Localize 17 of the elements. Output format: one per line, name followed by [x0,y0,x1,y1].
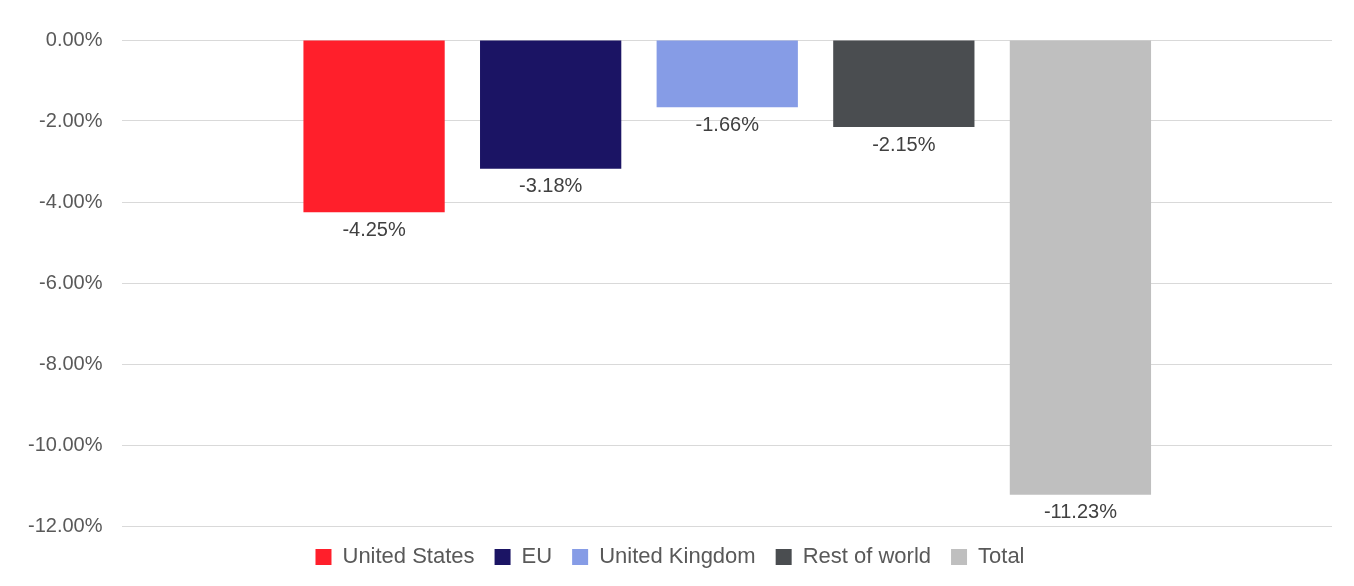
y-tick-label: -8.00% [39,351,103,374]
data-label: -11.23% [1043,500,1118,523]
y-tick-label: 0.00% [45,27,103,50]
legend-label: Rest of world [802,543,932,569]
legend-label: Total [978,543,1025,569]
legend-label: EU [521,543,553,569]
y-tick-label: -4.00% [39,189,103,212]
legend-label: United Kingdom [599,543,756,569]
legend-label: United States [342,543,475,569]
y-tick-label: -10.00% [27,432,103,455]
y-tick-label: -12.00% [27,513,103,536]
data-label: -4.25% [342,217,406,240]
y-tick-label: -2.00% [39,108,103,131]
data-label: -2.15% [872,132,936,155]
data-label: -1.66% [695,112,760,135]
y-tick-label: -6.00% [39,270,103,293]
data-label: -3.18% [518,174,583,197]
